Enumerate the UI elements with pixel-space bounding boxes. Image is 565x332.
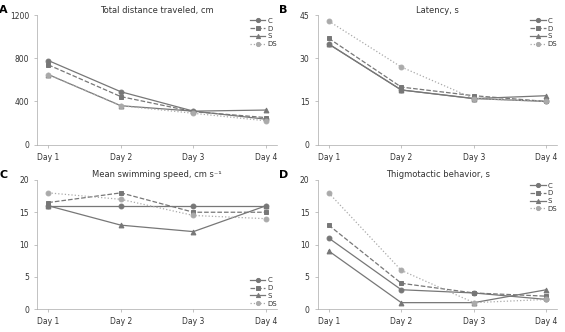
Legend: C, D, S, DS: C, D, S, DS bbox=[250, 18, 277, 47]
Text: A: A bbox=[0, 5, 8, 15]
Legend: C, D, S, DS: C, D, S, DS bbox=[250, 277, 277, 306]
Legend: C, D, S, DS: C, D, S, DS bbox=[531, 183, 557, 212]
Title: Thigmotactic behavior, s: Thigmotactic behavior, s bbox=[385, 170, 489, 179]
Text: C: C bbox=[0, 170, 7, 180]
Text: B: B bbox=[280, 5, 288, 15]
Title: Mean swimming speed, cm s⁻¹: Mean swimming speed, cm s⁻¹ bbox=[92, 170, 222, 179]
Title: Total distance traveled, cm: Total distance traveled, cm bbox=[101, 6, 214, 15]
Legend: C, D, S, DS: C, D, S, DS bbox=[531, 18, 557, 47]
Text: D: D bbox=[280, 170, 289, 180]
Title: Latency, s: Latency, s bbox=[416, 6, 459, 15]
